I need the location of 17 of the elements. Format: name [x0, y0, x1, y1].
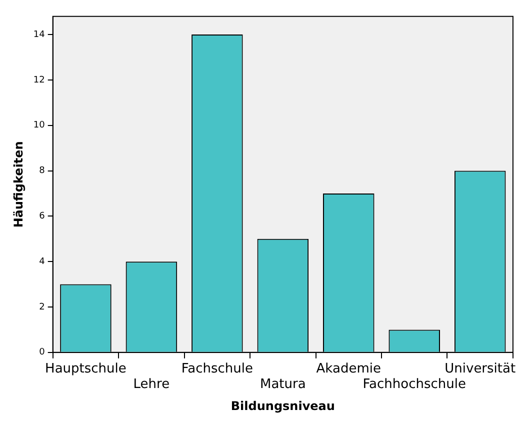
y-tick-label: 12 — [33, 75, 45, 86]
x-tick-label: Akademie — [316, 362, 381, 377]
x-tick-label: Lehre — [133, 377, 170, 392]
x-tick-label: Universität — [444, 362, 516, 377]
y-axis-title: Häufigkeiten — [11, 141, 26, 228]
x-tick-label: Fachschule — [181, 362, 254, 377]
y-tick-label: 0 — [39, 348, 46, 358]
y-tick-label: 10 — [33, 120, 46, 131]
y-tick-label: 2 — [39, 302, 45, 312]
x-tick-label: Matura — [260, 377, 306, 392]
y-tick-label: 6 — [39, 212, 46, 222]
y-tick-label: 4 — [39, 256, 46, 267]
x-tick-label: Hauptschule — [45, 362, 126, 377]
y-tick-label: 8 — [39, 166, 46, 176]
y-tick-label: 14 — [33, 30, 46, 40]
x-axis-title: Bildungsniveau — [230, 398, 335, 413]
x-tick-label: Fachhochschule — [362, 377, 466, 392]
